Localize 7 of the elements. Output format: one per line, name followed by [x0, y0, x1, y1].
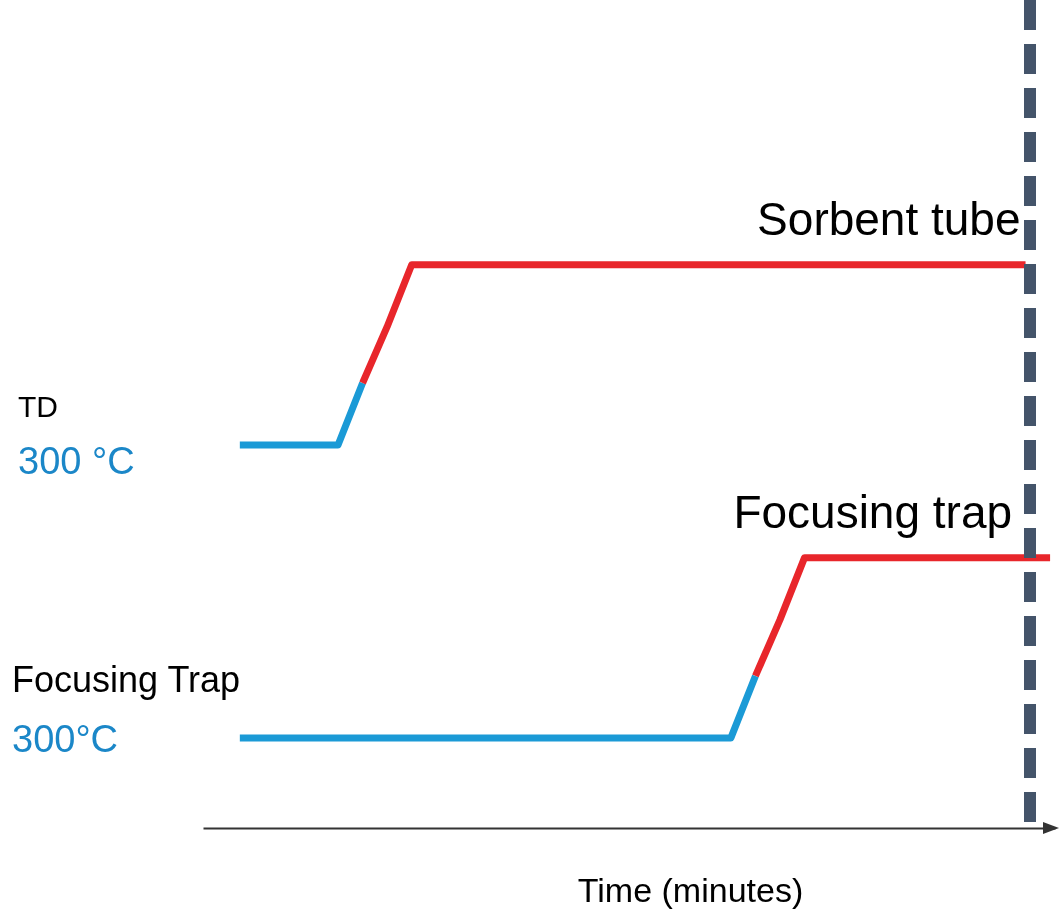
series-label: Sorbent tube: [757, 192, 1021, 245]
text: TD: [18, 390, 58, 423]
text: 300 °C: [18, 440, 135, 482]
text: 300°C: [12, 718, 119, 760]
x-axis-title: Time (minutes): [577, 870, 804, 909]
series-label: Focusing trap: [733, 485, 1013, 538]
annotation: Focusing Trap: [12, 659, 241, 700]
